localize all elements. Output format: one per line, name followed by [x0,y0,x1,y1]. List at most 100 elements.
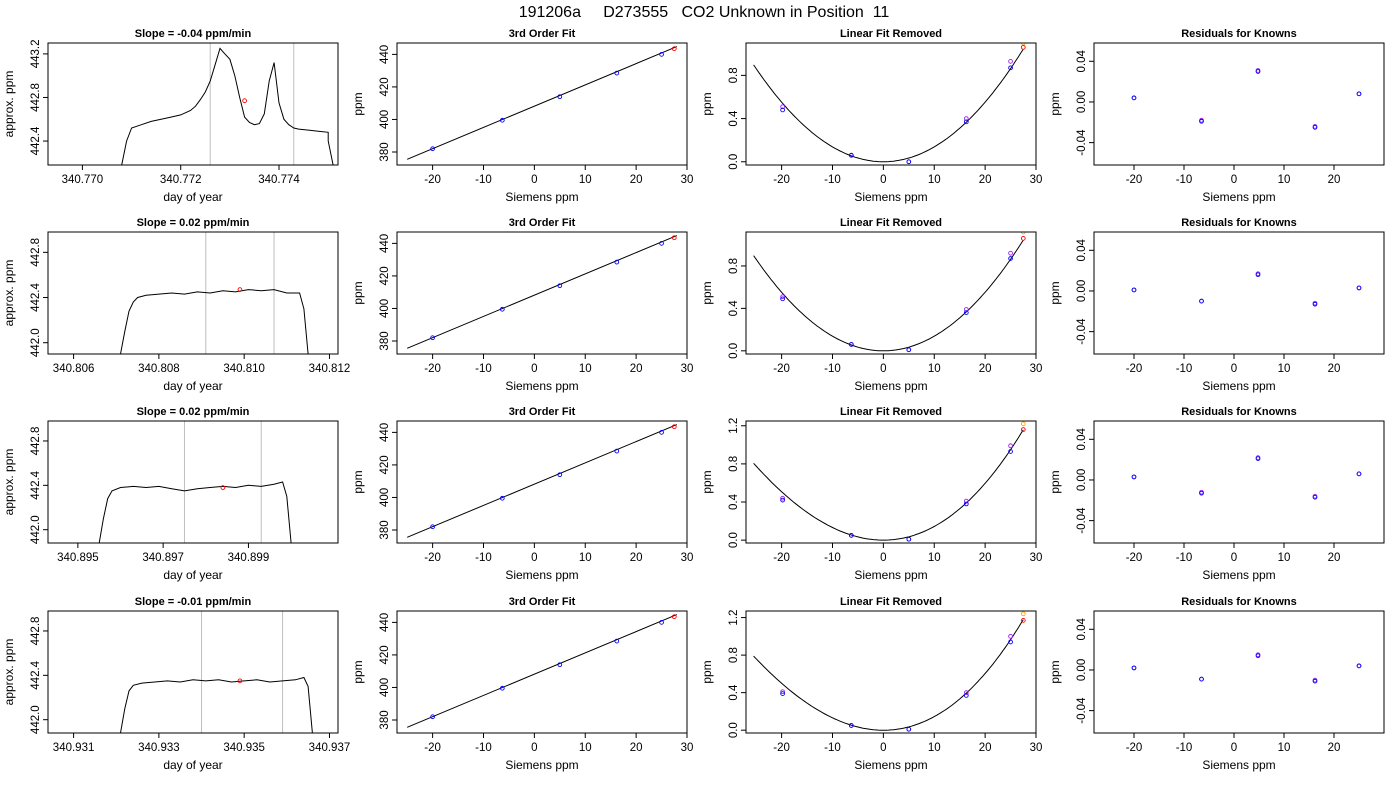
known-standard-point [557,662,563,668]
x-tick-label: 20 [630,552,643,564]
panel-r1-c4: Residuals for Knowns Siemens ppm ppm -20 -10… [1048,28,1385,204]
plot-frame [47,231,339,355]
unknown-mean-point [237,678,243,684]
known-point-blue [1199,490,1204,496]
known-point-blue [1131,665,1137,671]
x-tick-label: 10 [579,363,592,375]
plot-area [753,43,1026,165]
x-tick-label: 340.806 [53,363,95,375]
y-tick-label: 0.00 [1076,280,1088,302]
known-point-blue [848,723,854,728]
y-tick-label: 442.4 [30,126,42,155]
y-tick-label: 380 [379,710,391,729]
y-tick-label: 442.4 [30,470,42,499]
known-standard-point [614,638,620,644]
known-point-blue [1131,95,1137,101]
x-tick-label: 340.937 [309,742,351,754]
y-axis-label: ppm [1048,660,1062,683]
y-axis-label: ppm [351,470,365,493]
known-point-purple [1008,250,1013,256]
y-tick-label: 442.8 [30,83,42,112]
x-tick-label: 10 [579,552,592,564]
x-tick-label: 20 [1328,363,1341,375]
panel-r1-c2: 3rd Order Fit Siemens ppm ppm -20 -10 0 10 20 30… [351,28,693,204]
concentration-trace [121,47,334,165]
panel-title: Residuals for Knowns [1181,217,1297,229]
panel-title: Linear Fit Removed [840,596,942,608]
unknown-mean-point [242,98,247,104]
plot-frame [745,42,1037,166]
x-tick-label: -10 [1176,742,1193,754]
x-tick-label: 10 [928,552,941,564]
panel-r3-c3: Linear Fit Removed Siemens ppm ppm -20 -10 0 1… [700,406,1042,582]
panel-r4-c4: Residuals for Knowns Siemens ppm ppm -20 -10… [1048,596,1385,772]
y-tick-label: 400 [379,299,391,318]
x-tick-label: -20 [424,174,441,186]
x-tick-label: 10 [1278,363,1291,375]
plot-frame [396,610,688,734]
x-tick-label: -10 [824,363,841,375]
known-point-purple [963,498,969,504]
x-tick-label: 340.770 [62,174,104,186]
x-tick-label: 340.895 [57,552,99,564]
y-tick-label: 0.4 [728,300,740,317]
y-axis-label: ppm [1048,92,1062,115]
known-point-blue [1199,118,1204,124]
y-tick-label: -0.04 [1076,318,1088,345]
known-point-blue [780,691,785,696]
y-tick-label: 442.8 [30,617,42,646]
y-tick-label: 0.00 [1076,469,1088,491]
plot-area [406,235,678,349]
known-point-blue [1356,91,1362,97]
panel-title: Residuals for Knowns [1181,596,1297,608]
panel-title: Linear Fit Removed [840,217,942,229]
y-tick-label: 0.8 [728,456,740,472]
panel-title: Residuals for Knowns [1181,406,1297,418]
y-tick-label: 0.04 [1076,239,1088,262]
plot-frame [396,42,688,166]
y-tick-label: 442.4 [30,283,42,312]
x-tick-label: 20 [630,742,643,754]
known-point-purple [1008,59,1013,64]
plot-frame [745,610,1037,734]
x-axis-label: Siemens ppm [505,568,578,582]
known-point-blue [1255,456,1261,461]
y-axis-label: ppm [700,470,714,493]
known-point-blue [780,296,785,302]
plot-area [1131,68,1362,130]
plot-area [406,424,678,538]
x-tick-label: 0 [880,552,886,564]
x-tick-label: 10 [928,174,941,186]
known-point-blue [1008,449,1013,454]
panel-title: 3rd Order Fit [509,596,576,608]
x-tick-label: 0 [880,174,886,186]
unknown-point [671,614,677,620]
known-point-blue [1312,678,1318,684]
x-tick-label: -20 [1126,742,1143,754]
concentration-trace [120,676,313,733]
nonlinear-fit-curve [753,429,1024,541]
x-tick-label: -20 [773,552,790,564]
unknown-point-orange [1020,43,1026,46]
y-tick-label: 380 [379,331,391,350]
x-tick-label: -10 [1176,174,1193,186]
y-tick-label: 400 [379,488,391,507]
known-point-blue [1255,272,1261,278]
y-tick-label: 0.4 [728,110,740,127]
y-tick-label: 0.0 [728,154,740,170]
plot-frame [745,420,1037,544]
known-point-purple [780,495,785,501]
x-tick-label: 0 [531,174,537,186]
known-standard-point [430,524,435,530]
known-point-blue [963,693,969,698]
x-tick-label: 340.935 [223,742,265,754]
panel-title: 3rd Order Fit [509,406,576,418]
known-standard-point [499,117,505,123]
known-point-blue [906,536,912,542]
panel-r1-c3: Linear Fit Removed Siemens ppm ppm -20 -10 0 1… [700,28,1042,204]
x-axis-label: day of year [163,758,222,772]
known-standard-point [557,472,563,478]
x-axis-label: Siemens ppm [854,190,927,204]
plot-area [120,232,309,354]
unknown-point [671,235,677,241]
